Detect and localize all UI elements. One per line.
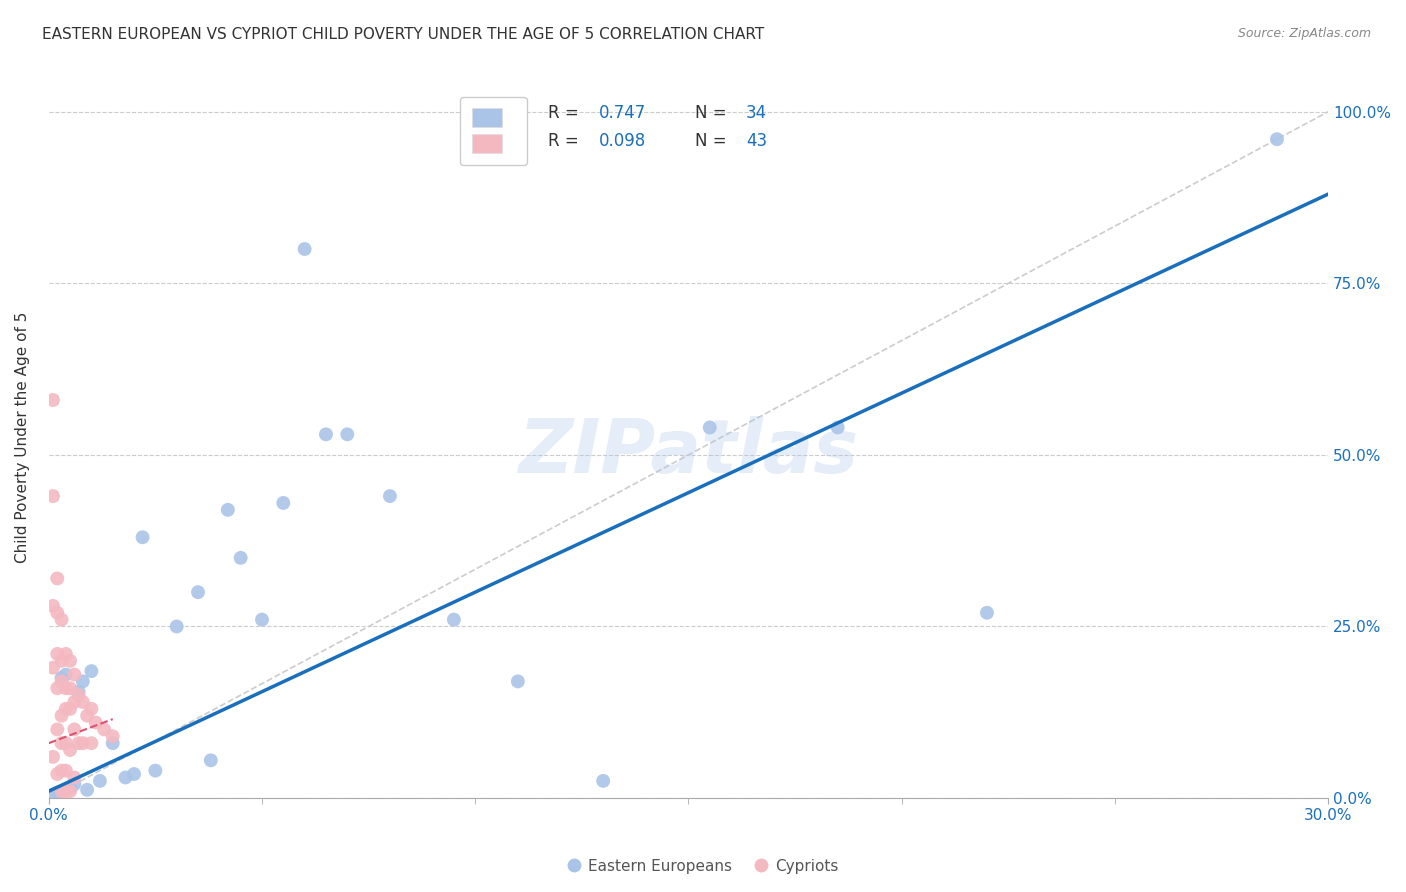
Point [294, 242, 316, 256]
Point [55, 764, 77, 778]
Point [59, 780, 82, 795]
Point [55, 681, 77, 696]
Point [166, 619, 188, 633]
Point [46, 647, 69, 661]
Point [51, 674, 73, 689]
Point [42, 489, 65, 503]
Text: N =: N = [695, 104, 731, 122]
Point [72, 674, 94, 689]
Point [51, 708, 73, 723]
Point [59, 784, 82, 798]
Point [592, 773, 614, 788]
Point [229, 550, 252, 565]
Text: Source: ZipAtlas.com: Source: ZipAtlas.com [1237, 27, 1371, 40]
Point [46, 786, 69, 800]
Point [63, 723, 86, 737]
Point [42, 661, 65, 675]
Point [443, 613, 465, 627]
Point [59, 743, 82, 757]
Text: R =: R = [548, 104, 583, 122]
Text: ZIPatlas: ZIPatlas [519, 416, 859, 489]
Point [42, 750, 65, 764]
Point [55, 702, 77, 716]
Point [80, 664, 103, 678]
Text: R =: R = [548, 132, 583, 150]
Point [76, 782, 98, 797]
Point [55, 667, 77, 681]
Point [67, 688, 90, 702]
Point [84, 715, 107, 730]
Point [200, 753, 222, 767]
Point [101, 736, 124, 750]
Point [89, 773, 111, 788]
Point [131, 530, 153, 544]
Point [67, 684, 90, 698]
Point [101, 729, 124, 743]
Point [51, 764, 73, 778]
Point [55, 736, 77, 750]
Point [51, 671, 73, 685]
Legend: Eastern Europeans, Cypriots: Eastern Europeans, Cypriots [562, 853, 844, 880]
Point [76, 708, 98, 723]
Point [187, 585, 209, 599]
Point [827, 420, 849, 434]
Text: N =: N = [695, 132, 731, 150]
Point [217, 503, 239, 517]
Point [63, 667, 86, 681]
Point [51, 784, 73, 798]
Point [42, 599, 65, 613]
Point [63, 695, 86, 709]
Point [46, 571, 69, 585]
Point [59, 654, 82, 668]
Point [1265, 132, 1288, 146]
Point [93, 723, 115, 737]
Point [145, 764, 167, 778]
Point [42, 392, 65, 407]
Point [315, 427, 337, 442]
Point [72, 736, 94, 750]
Point [55, 647, 77, 661]
Point [59, 702, 82, 716]
Point [506, 674, 529, 689]
Point [42, 788, 65, 802]
Text: EASTERN EUROPEAN VS CYPRIOT CHILD POVERTY UNDER THE AGE OF 5 CORRELATION CHART: EASTERN EUROPEAN VS CYPRIOT CHILD POVERT… [42, 27, 765, 42]
Point [114, 771, 136, 785]
Text: 34: 34 [747, 104, 768, 122]
Point [46, 681, 69, 696]
Point [72, 695, 94, 709]
Point [271, 496, 294, 510]
Point [122, 767, 145, 781]
Point [378, 489, 401, 503]
Point [250, 613, 273, 627]
Point [46, 723, 69, 737]
Point [63, 777, 86, 791]
Point [80, 702, 103, 716]
Point [51, 613, 73, 627]
Point [51, 736, 73, 750]
Point [699, 420, 721, 434]
Text: 43: 43 [747, 132, 768, 150]
Point [51, 654, 73, 668]
Point [80, 736, 103, 750]
Point [46, 606, 69, 620]
Point [46, 767, 69, 781]
Point [59, 681, 82, 696]
Point [976, 606, 998, 620]
Point [67, 736, 90, 750]
Y-axis label: Child Poverty Under the Age of 5: Child Poverty Under the Age of 5 [15, 312, 30, 564]
Point [63, 771, 86, 785]
Point [336, 427, 359, 442]
Text: 0.098: 0.098 [599, 132, 647, 150]
Text: 0.747: 0.747 [599, 104, 647, 122]
Point [55, 784, 77, 798]
Legend: , : , [460, 96, 527, 165]
